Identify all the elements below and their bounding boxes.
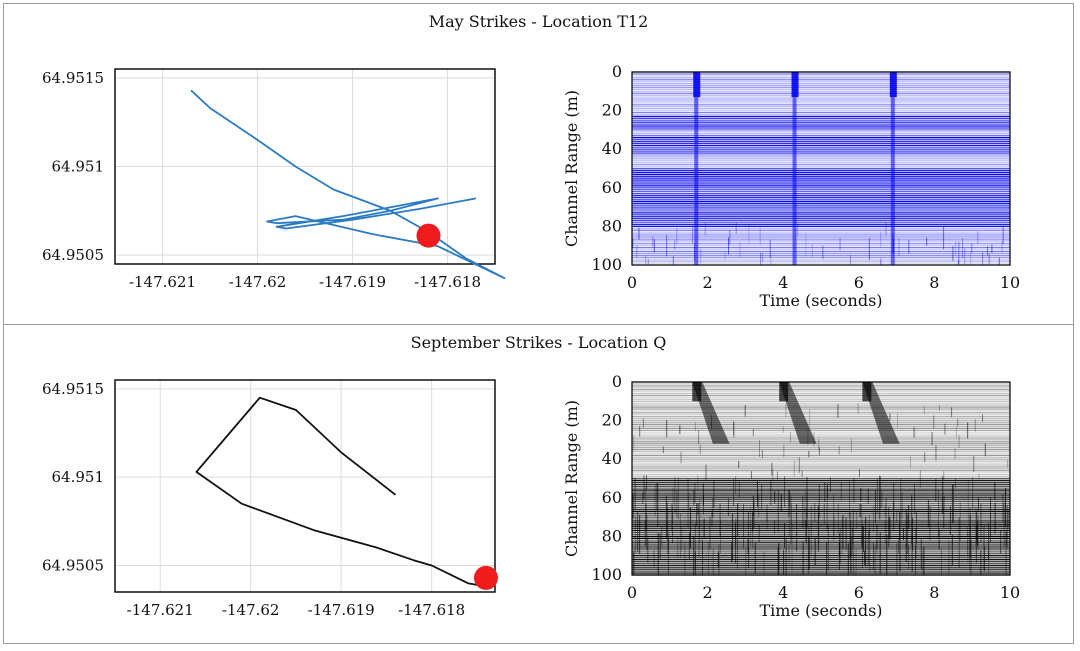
may-track-chart: -147.621 -147.62 -147.619 -147.618 64.9515 64… <box>42 68 506 291</box>
sep-heatmap-strike-mark <box>779 382 789 402</box>
may-track-y-tick-label: 64.9505 <box>42 246 104 264</box>
may-heatmap-y-tick-label: 0 <box>612 62 622 81</box>
may-heatmap-strike-mark <box>693 72 701 98</box>
may-heatmap-strike-mark <box>694 97 699 265</box>
sep-track-y-tick-label: 64.9505 <box>42 557 104 575</box>
may-heatmap-x-tick-label: 4 <box>778 273 788 292</box>
may-track-x-tick-label: -147.618 <box>414 273 481 291</box>
may-heatmap-y-tick-label: 60 <box>602 178 622 197</box>
sep-heatmap-strike-mark <box>692 382 702 402</box>
sep-heatmap-x-tick-label: 8 <box>929 583 939 602</box>
may-heatmap-strike-mark <box>792 97 797 265</box>
sep-heatmap-y-tick-label: 40 <box>602 449 622 468</box>
may-heatmap-x-tick-label: 10 <box>1000 273 1020 292</box>
sep-heatmap-strike-mark <box>692 382 730 444</box>
sep-heatmap-y-tick-label: 60 <box>602 488 622 507</box>
may-track-series-line <box>190 89 506 280</box>
sep-heatmap-x-axis-label: Time (seconds) <box>759 601 882 620</box>
may-heatmap-y-tick-label: 100 <box>591 255 622 274</box>
may-heatmap-x-tick-label: 2 <box>703 273 713 292</box>
sep-heatmap-x-tick-label: 0 <box>627 583 637 602</box>
may-track-location-marker <box>416 223 441 248</box>
sep-heatmap-x-tick-label: 10 <box>1000 583 1020 602</box>
sep-track-series-line <box>195 396 487 588</box>
may-track-x-tick-label: -147.621 <box>129 273 196 291</box>
sep-heatmap-strike-mark <box>862 382 900 444</box>
sep-heatmap-y-tick-label: 0 <box>612 372 622 391</box>
may-heatmap-x-tick-label: 0 <box>627 273 637 292</box>
may-heatmap-strike-mark <box>890 97 895 265</box>
panel-title-may: May Strikes - Location T12 <box>428 12 649 31</box>
sep-heatmap-strike-mark <box>779 382 817 444</box>
sep-heatmap-y-axis-label: Channel Range (m) <box>562 400 581 557</box>
may-heatmap-x-tick-label: 6 <box>854 273 864 292</box>
sep-heatmap-y-tick-label: 80 <box>602 526 622 545</box>
sep-track-x-tick-label: -147.621 <box>127 601 194 619</box>
sep-track-location-marker <box>473 565 498 590</box>
may-heatmap-x-axis-label: Time (seconds) <box>759 291 882 310</box>
sep-track-y-tick-label: 64.9515 <box>42 380 104 398</box>
sep-track-x-tick-label: -147.619 <box>308 601 375 619</box>
may-track-frame <box>114 68 496 265</box>
sep-heatmap-y-tick-label: 20 <box>602 411 622 430</box>
may-heatmap-frame <box>631 71 1011 266</box>
sep-heatmap-strike-mark <box>862 382 872 402</box>
sep-heatmap-x-tick-label: 6 <box>854 583 864 602</box>
may-track-y-tick-label: 64.951 <box>52 158 105 176</box>
sep-heatmap-frame <box>631 381 1011 576</box>
may-heatmap-y-tick-label: 80 <box>602 216 622 235</box>
may-track-y-tick-label: 64.9515 <box>42 69 104 87</box>
sep-track-x-tick-label: -147.62 <box>222 601 280 619</box>
may-heatmap-x-tick-label: 8 <box>929 273 939 292</box>
sep-track-x-tick-label: -147.618 <box>398 601 465 619</box>
panel-may: May Strikes - Location T12 <box>3 3 1074 325</box>
sep-track-chart: -147.621 -147.62 -147.619 -147.618 64.9515 64… <box>42 379 498 619</box>
sep-heatmap-x-tick-label: 2 <box>703 583 713 602</box>
may-heatmap-y-tick-label: 20 <box>602 101 622 120</box>
may-heatmap-strike-mark <box>889 72 897 98</box>
may-heatmap-y-axis-label: Channel Range (m) <box>562 90 581 247</box>
sep-heatmap-y-tick-label: 100 <box>591 565 622 584</box>
may-heatmap-y-tick-label: 40 <box>602 139 622 158</box>
panel-title-september: September Strikes - Location Q <box>410 333 667 352</box>
sep-track-frame <box>114 379 496 593</box>
may-track-x-tick-label: -147.619 <box>319 273 386 291</box>
may-track-x-tick-label: -147.62 <box>229 273 287 291</box>
sep-track-y-tick-label: 64.951 <box>52 468 105 486</box>
may-heatmap-strike-mark <box>791 72 799 98</box>
sep-heatmap-x-tick-label: 4 <box>778 583 788 602</box>
